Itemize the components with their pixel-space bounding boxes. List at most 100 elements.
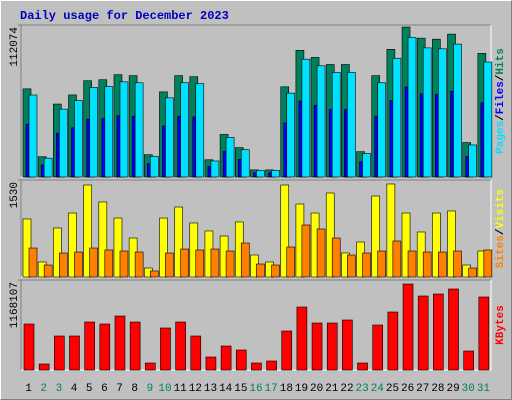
bar (160, 327, 171, 371)
bar (271, 170, 280, 178)
bar (326, 322, 338, 371)
bar (174, 206, 183, 278)
x-tick-label: 9 (147, 383, 154, 395)
bar (286, 92, 296, 178)
bar (98, 201, 108, 278)
bar (280, 184, 290, 278)
x-tick-label: 10 (158, 383, 171, 395)
bar (180, 82, 189, 178)
bar (433, 293, 444, 371)
x-tick-label: 21 (325, 383, 339, 395)
bar (271, 264, 280, 278)
bar (331, 237, 341, 278)
bar (84, 321, 95, 371)
legend-entry: KBytes (495, 305, 507, 345)
bar (69, 335, 80, 371)
legend: KBytes (495, 305, 507, 345)
bar (372, 324, 384, 371)
bar (296, 306, 308, 371)
bar (190, 335, 202, 371)
bar (286, 246, 296, 278)
x-tick-label: 8 (131, 383, 138, 395)
x-tick-label: 31 (477, 383, 491, 395)
bar (325, 192, 335, 278)
bar (463, 350, 474, 371)
bar (235, 349, 247, 371)
legend-entry: Visits (495, 189, 507, 229)
bar (468, 144, 477, 178)
x-tick-label: 5 (86, 383, 93, 395)
bar (392, 240, 402, 278)
legend-separator: / (495, 114, 507, 121)
x-tick-label: 7 (116, 383, 123, 395)
bar (422, 47, 432, 178)
x-tick-label: 14 (219, 383, 233, 395)
x-tick-label: 6 (101, 383, 108, 395)
legend-entry: Hits (495, 48, 507, 74)
legend-separator: / (495, 228, 507, 235)
bar (195, 249, 205, 278)
bar (89, 87, 98, 178)
x-tick-label: 3 (56, 383, 63, 395)
bar (251, 362, 262, 371)
bar (407, 250, 417, 278)
bar (266, 360, 277, 371)
bar (448, 288, 459, 371)
bar (99, 323, 111, 371)
legend: Sites/Visits (495, 189, 507, 268)
x-tick-label: 26 (401, 383, 414, 395)
bar (432, 212, 441, 278)
x-tick-label: 28 (431, 383, 444, 395)
bar (240, 242, 250, 278)
bar (331, 72, 341, 178)
bar (210, 160, 220, 178)
x-tick-label: 4 (71, 383, 78, 395)
x-tick-label: 24 (371, 383, 385, 395)
bar (386, 183, 396, 278)
y-tick-label: 112074 (9, 27, 21, 67)
bar (114, 315, 126, 371)
bar (119, 81, 129, 178)
bar (316, 228, 326, 278)
bar (23, 323, 35, 371)
bar (377, 82, 387, 178)
bar (417, 295, 429, 371)
bar (377, 250, 387, 278)
x-tick-label: 22 (340, 383, 353, 395)
bar (74, 100, 83, 178)
bar (347, 254, 356, 278)
bar (54, 335, 65, 371)
x-tick-label: 20 (310, 383, 323, 395)
x-tick-label: 1 (25, 383, 32, 395)
bar (220, 345, 232, 371)
bar (104, 249, 114, 278)
bar (144, 362, 156, 371)
bar (256, 263, 265, 278)
bar (195, 83, 205, 178)
legend: Pages/Files/Hits (495, 48, 507, 154)
bar (225, 137, 235, 178)
bar (38, 363, 50, 371)
bar (149, 270, 159, 278)
bar (149, 155, 159, 178)
x-tick-label: 19 (295, 383, 308, 395)
bar (43, 264, 53, 278)
bar (83, 184, 92, 278)
x-tick-label: 16 (249, 383, 262, 395)
legend-entry: Pages (495, 121, 507, 154)
bar (134, 251, 144, 278)
x-tick-label: 12 (189, 383, 202, 395)
x-tick-label: 11 (174, 383, 188, 395)
bar (342, 319, 353, 371)
x-tick-label: 29 (446, 383, 459, 395)
x-tick-label: 23 (356, 383, 369, 395)
bar (28, 247, 38, 278)
bar (225, 250, 235, 278)
bar (453, 43, 462, 178)
bar (129, 321, 141, 371)
bar (311, 322, 323, 371)
legend-entry: Files (495, 81, 507, 114)
legend-entry: Sites (495, 235, 507, 268)
bar (205, 356, 217, 371)
bar (483, 249, 493, 278)
